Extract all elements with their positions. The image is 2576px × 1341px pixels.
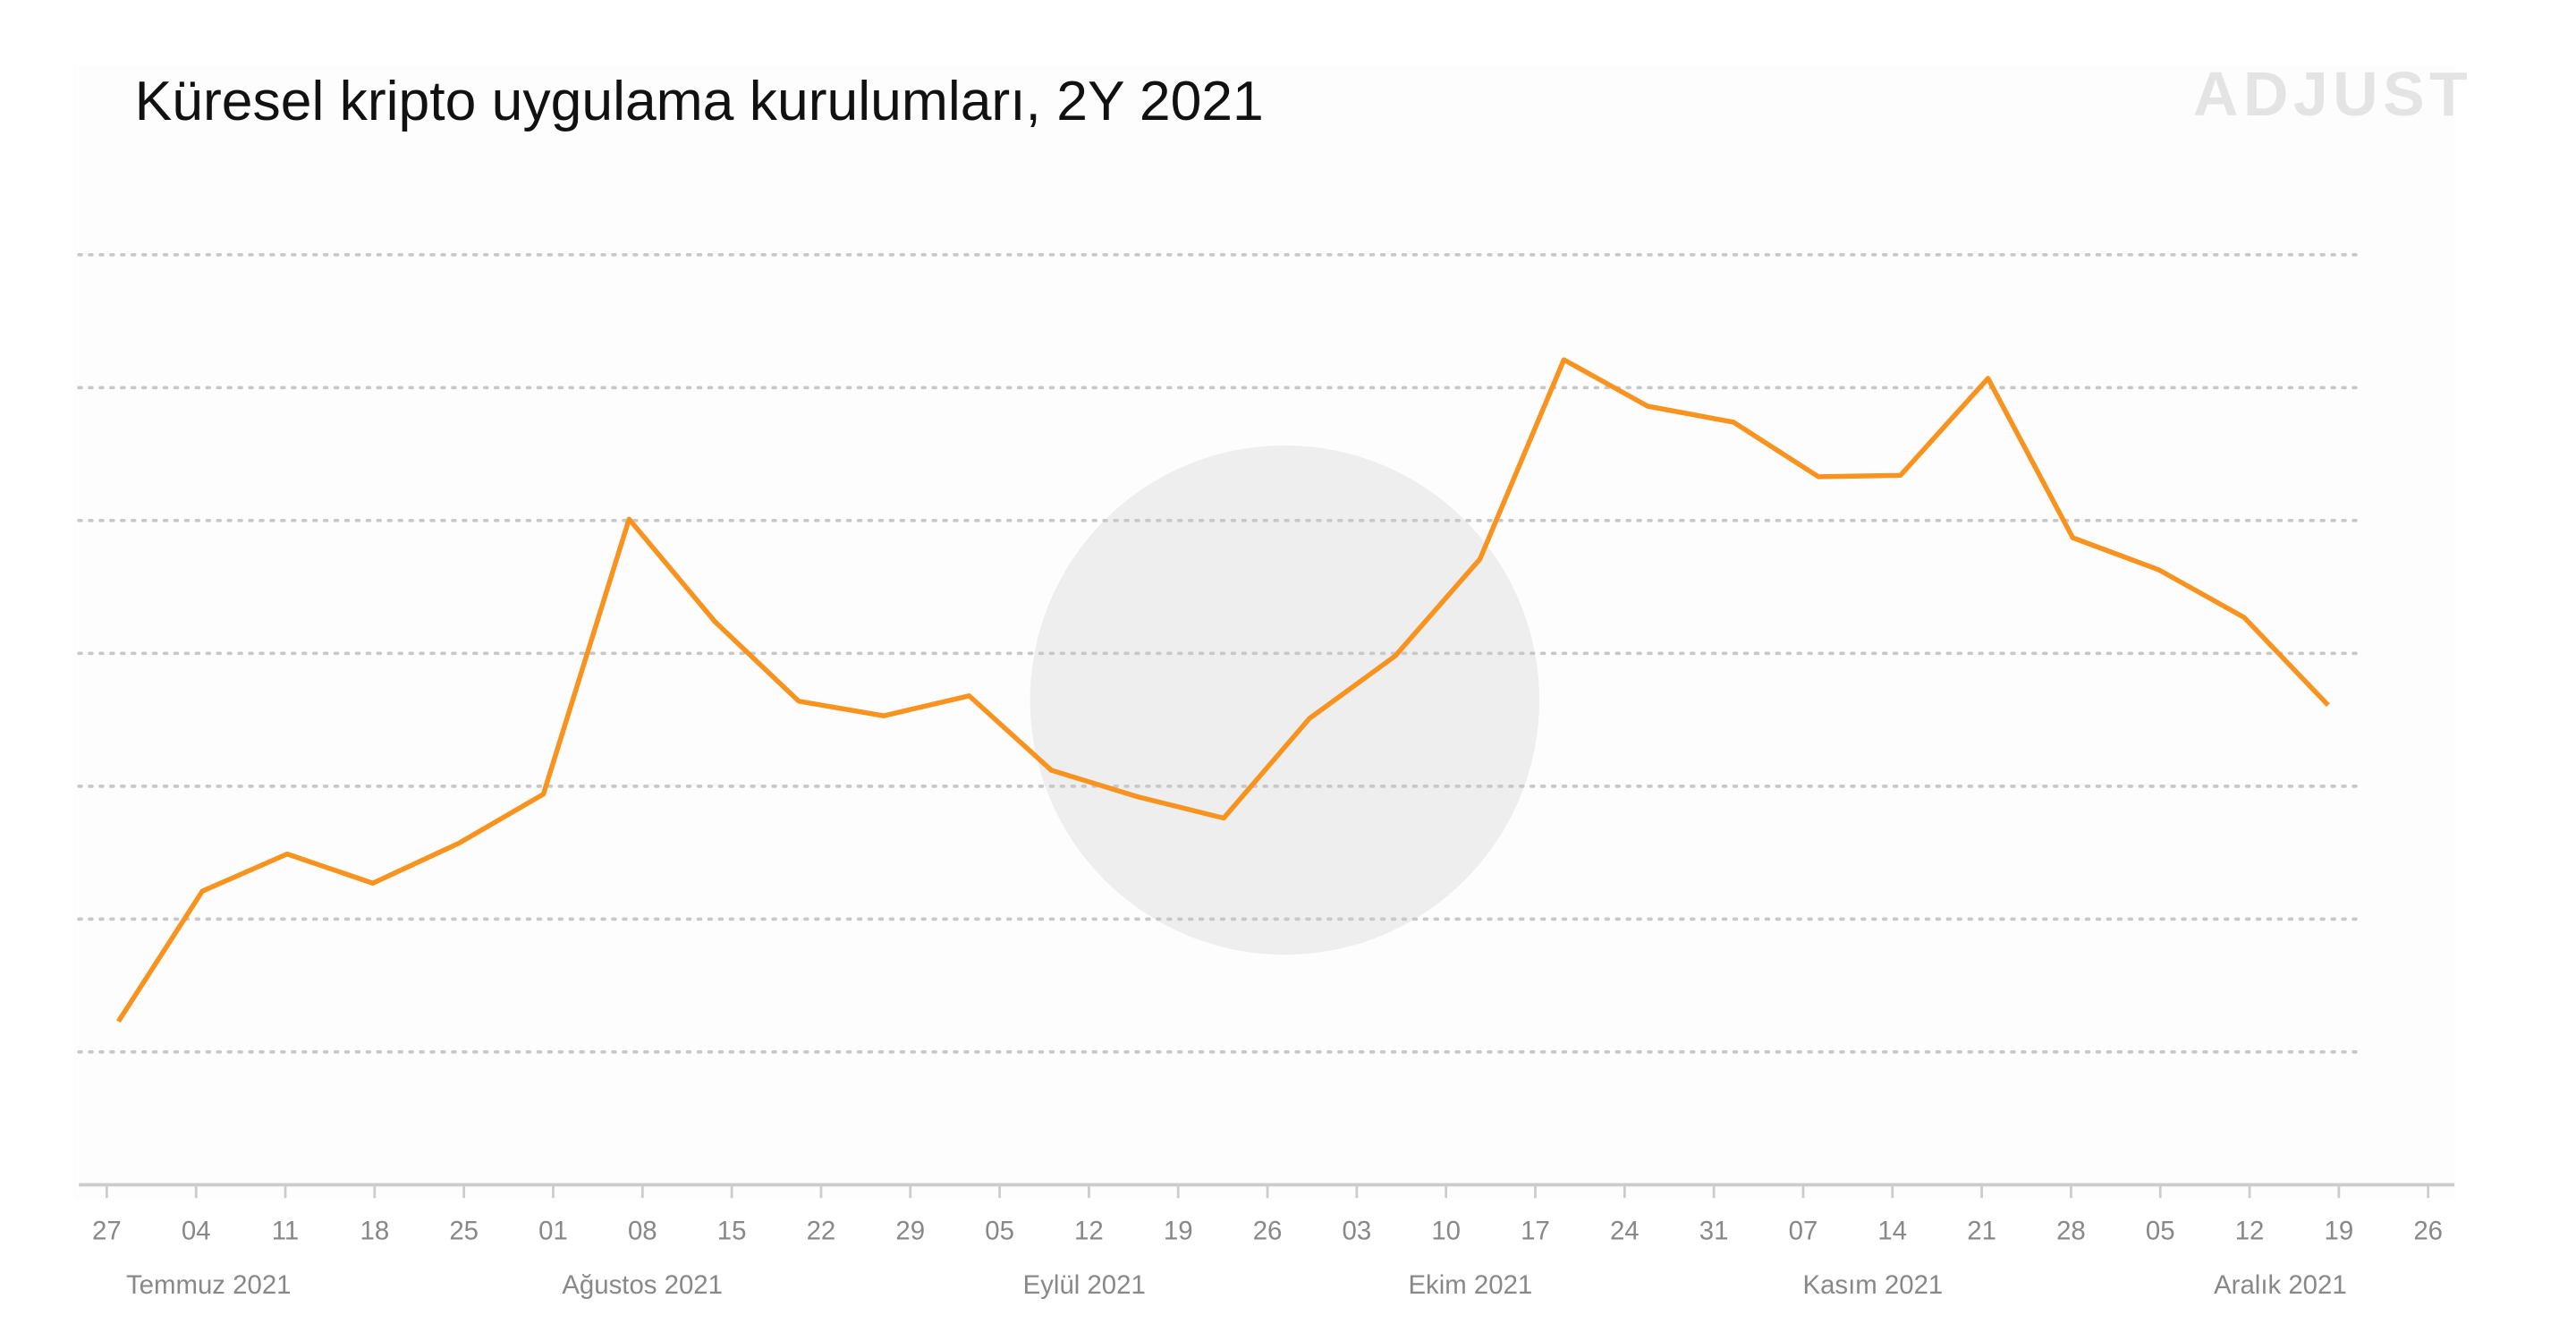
x-tick-label: 10 <box>1431 1216 1461 1245</box>
x-tick-label: 28 <box>2056 1216 2086 1245</box>
watermark <box>1030 445 1540 955</box>
x-tick-label: 29 <box>895 1216 925 1245</box>
x-tick-label: 26 <box>2413 1216 2443 1245</box>
x-tick-label: 12 <box>2235 1216 2265 1245</box>
x-tick-label: 05 <box>2146 1216 2175 1245</box>
x-tick-label: 15 <box>717 1216 747 1245</box>
x-tick-label: 27 <box>92 1216 122 1245</box>
month-label: Eylül 2021 <box>1023 1270 1146 1300</box>
x-tick-label: 19 <box>1164 1216 1193 1245</box>
x-tick-label: 21 <box>1967 1216 1996 1245</box>
x-tick-label: 31 <box>1699 1216 1729 1245</box>
x-tick-label: 11 <box>272 1216 300 1245</box>
x-tick-label: 07 <box>1789 1216 1818 1245</box>
data-line <box>116 357 2330 1023</box>
month-label: Temmuz 2021 <box>126 1270 292 1300</box>
x-tick-label: 12 <box>1074 1216 1104 1245</box>
month-label: Kasım 2021 <box>1802 1270 1943 1300</box>
watermark-circle <box>1030 445 1540 955</box>
x-tick-label: 26 <box>1253 1216 1283 1245</box>
x-tick-label: 17 <box>1521 1216 1550 1245</box>
x-tick-label: 04 <box>182 1216 211 1245</box>
month-label: Ekim 2021 <box>1408 1270 1532 1300</box>
month-label: Ağustos 2021 <box>562 1270 723 1300</box>
x-tick-label: 22 <box>807 1216 836 1245</box>
x-tick-label: 18 <box>360 1216 390 1245</box>
month-label: Aralık 2021 <box>2214 1270 2347 1300</box>
chart-title: Küresel kripto uygulama kurulumları, 2Y … <box>135 70 1264 132</box>
x-tick-label: 24 <box>1610 1216 1640 1245</box>
x-tick-label: 19 <box>2325 1216 2354 1245</box>
x-tick-label: 03 <box>1343 1216 1372 1245</box>
x-tick-label: 05 <box>985 1216 1014 1245</box>
x-tick-label: 25 <box>449 1216 479 1245</box>
brand-logo: ADJUST <box>2193 59 2472 129</box>
x-tick-label: 14 <box>1877 1216 1907 1245</box>
x-tick-label: 08 <box>628 1216 657 1245</box>
x-tick-label: 01 <box>538 1216 568 1245</box>
